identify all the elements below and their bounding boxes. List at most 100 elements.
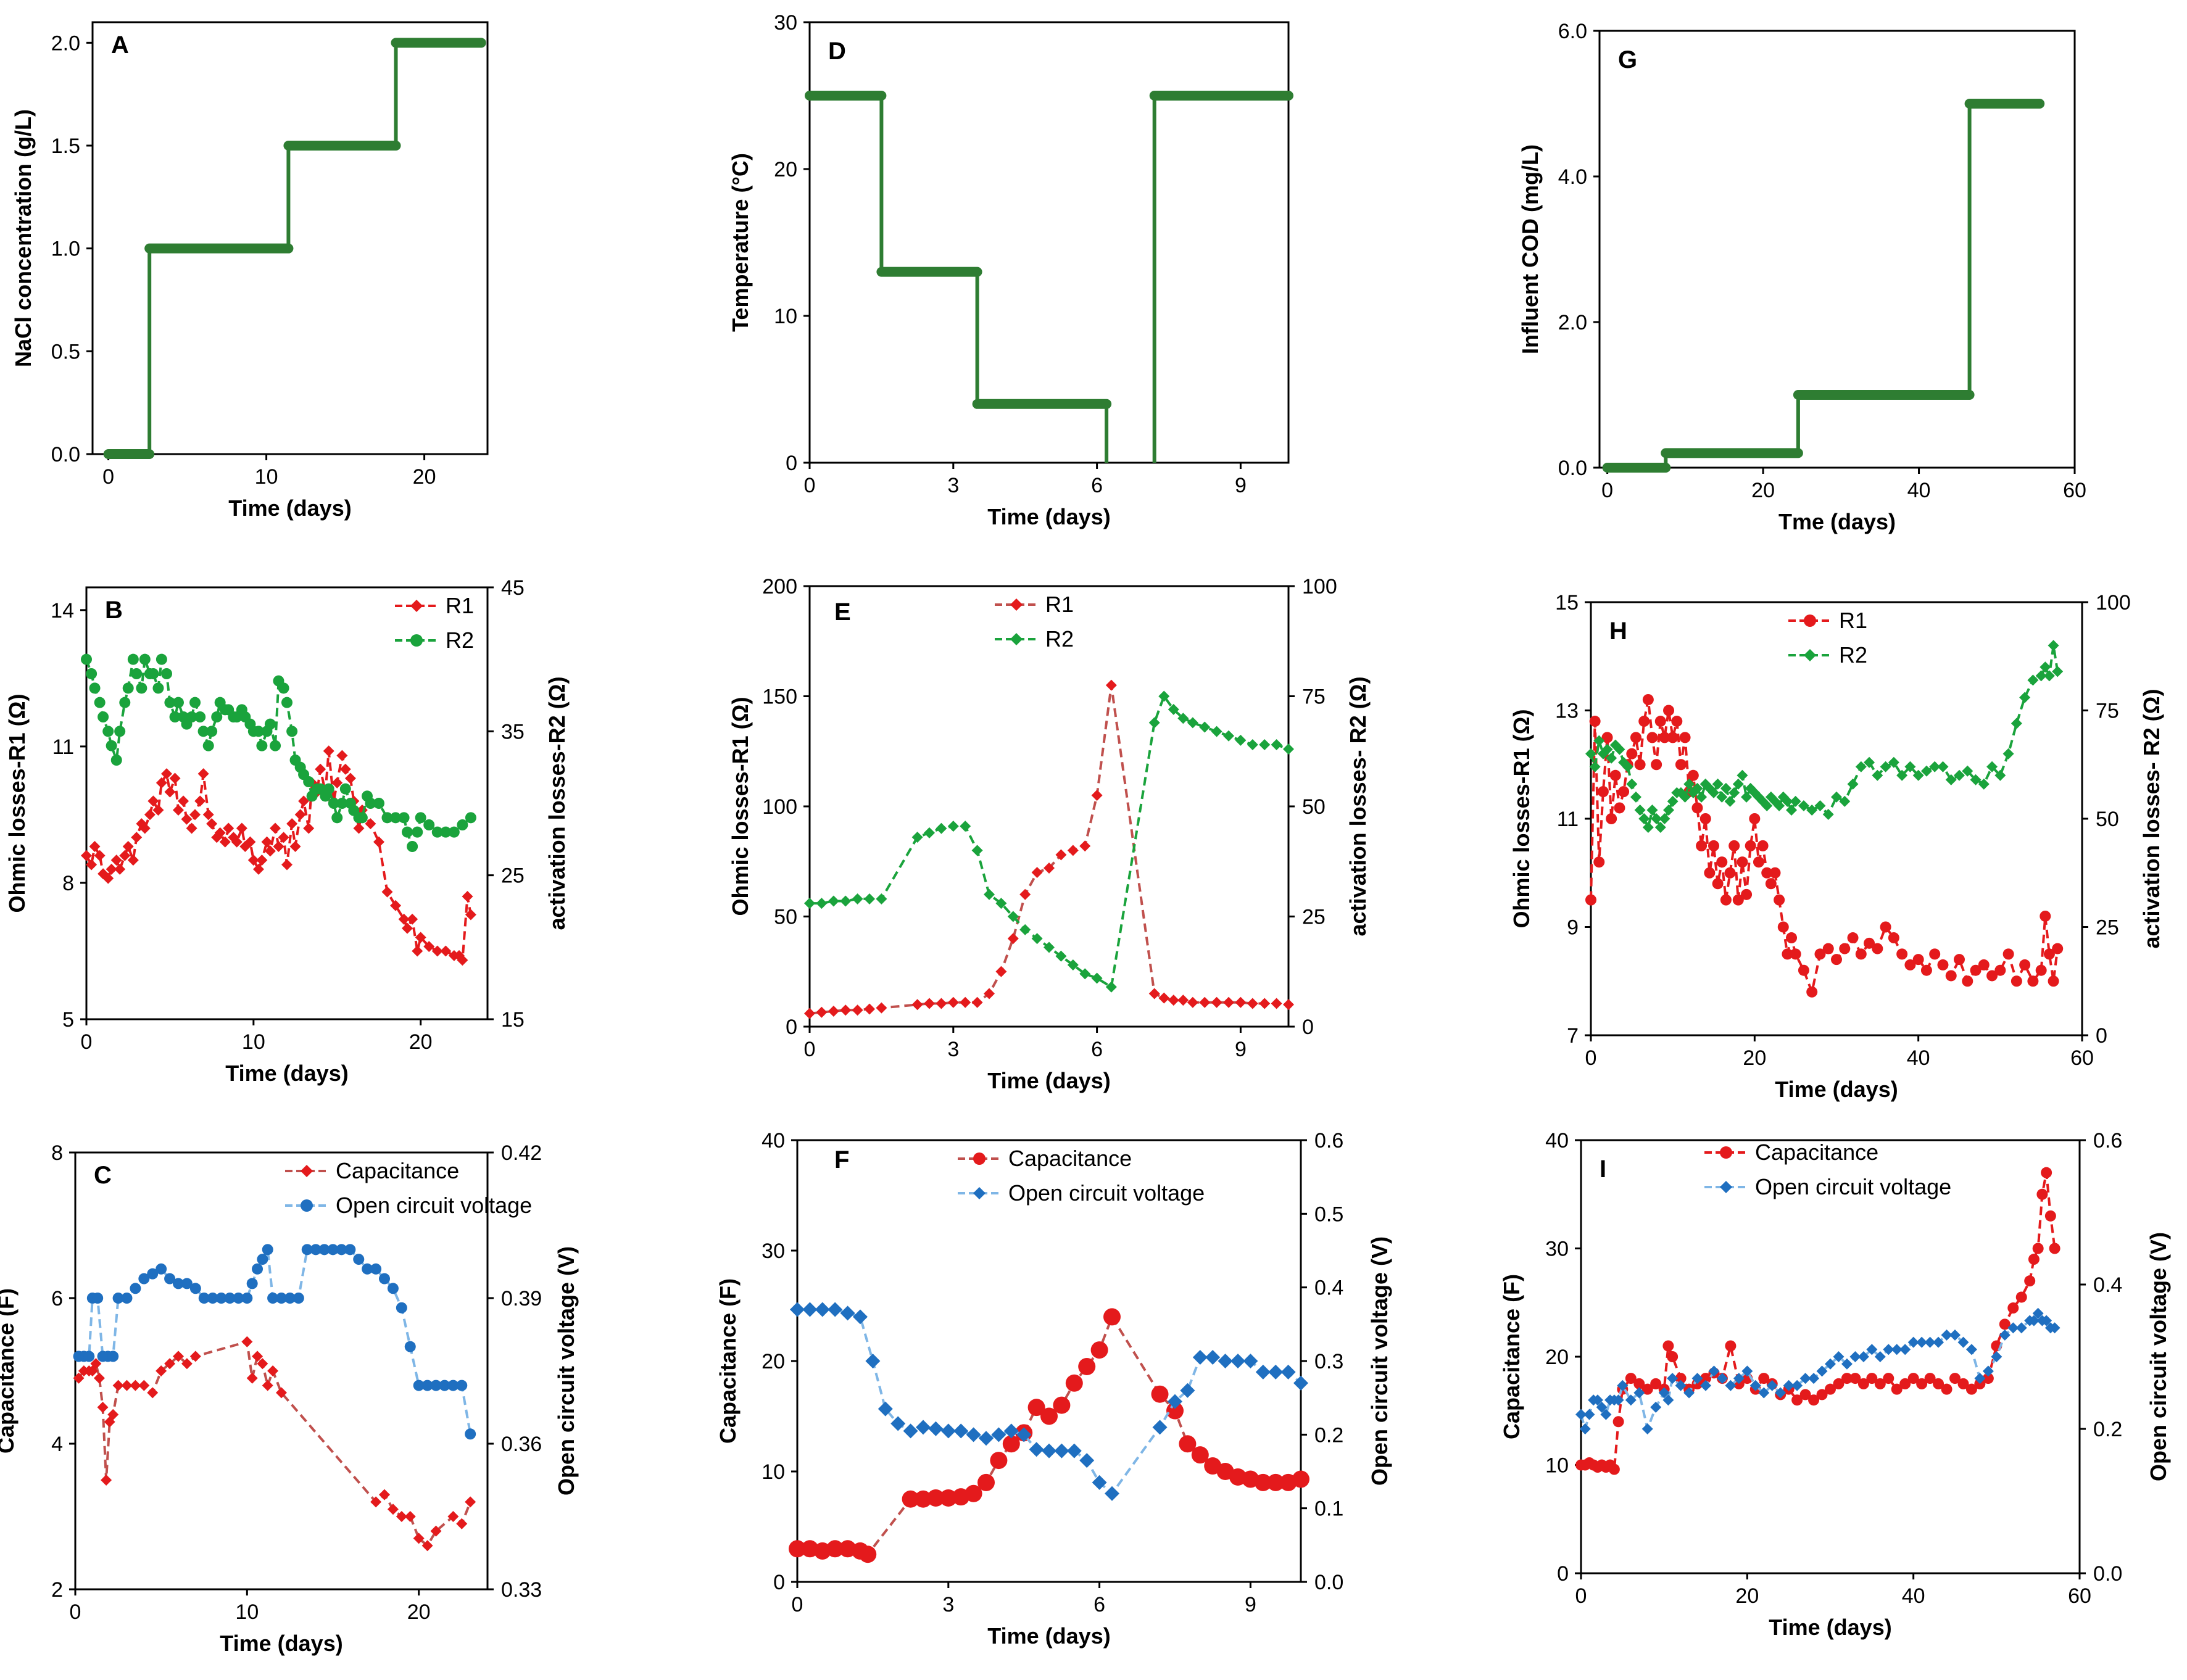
data-point-H-R1: [1704, 867, 1716, 879]
data-point-H-R1: [1585, 894, 1596, 906]
data-point-H-R1: [1749, 813, 1761, 824]
data-point-F-Open circuit voltage: [802, 1302, 818, 1317]
data-point-F-Open circuit voltage: [1218, 1354, 1233, 1368]
y-tick-label: 10: [762, 1460, 785, 1484]
y2-tick-label: 75: [2096, 700, 2119, 723]
data-point-H-R2: [1732, 778, 1744, 790]
y-tick-label: 9: [1567, 916, 1579, 940]
data-point-F-Capacitance: [1027, 1399, 1045, 1417]
y2-tick-label: 100: [2096, 591, 2131, 614]
y-tick-label: 14: [51, 599, 74, 623]
data-point-E-R2: [1199, 721, 1211, 733]
y2-tick-label: 0.0: [2093, 1562, 2122, 1586]
data-point-C-Open circuit voltage: [276, 1293, 287, 1304]
data-point-I-Capacitance: [1833, 1378, 1845, 1389]
data-point-H-R1: [1962, 975, 1973, 987]
data-point-E-R1: [804, 1008, 815, 1019]
data-point-I-Open circuit voltage: [1849, 1351, 1861, 1362]
data-point-H-R2: [1864, 756, 1875, 768]
data-point-C-Open circuit voltage: [439, 1380, 450, 1391]
panel-label-D: D: [828, 38, 846, 65]
data-point-B-R2: [206, 726, 218, 737]
panel-C: 0 10 20 2 4 6 8 0.33 0.36 0.39 0.42 Time (days) Capa…: [0, 1141, 579, 1656]
y-tick-label: 20: [774, 158, 797, 181]
data-point-C-Open circuit voltage: [107, 1351, 119, 1362]
data-point-E-R2: [1187, 717, 1198, 729]
y2-tick-label: 0.2: [1314, 1423, 1343, 1447]
data-point-I-Open circuit voltage: [1841, 1358, 1853, 1370]
data-point-E-R2: [876, 893, 887, 904]
data-point-I-Open circuit voltage: [1575, 1409, 1587, 1420]
legend-swatch-marker: [1720, 1146, 1732, 1159]
y-tick-label: 20: [762, 1350, 785, 1373]
data-point-I-Open circuit voltage: [1633, 1387, 1645, 1399]
panel-A: 0 10 20 0.0 0.5 1.0 1.5 2.0 Time (days) NaCl conc…: [10, 21, 489, 521]
data-point-H-R2: [1634, 804, 1646, 816]
data-point-H-R2: [1654, 822, 1666, 834]
data-point-E-R1: [1067, 845, 1079, 856]
data-point-H-R1: [1896, 948, 1908, 960]
data-point-C-Open circuit voltage: [262, 1244, 273, 1256]
data-point-I-Capacitance: [1883, 1373, 1894, 1384]
data-point-I-Capacitance: [1999, 1318, 2011, 1330]
data-point-B-R1: [281, 859, 293, 871]
data-point-B-R2: [398, 812, 410, 824]
data-point-B-R2: [86, 668, 98, 679]
data-point-I-Capacitance: [1650, 1378, 1662, 1389]
data-point-C-Open circuit voltage: [421, 1380, 433, 1391]
data-point-E-R2: [828, 895, 839, 907]
y2-tick-label: 25: [2096, 916, 2119, 940]
data-point-H-R1: [1912, 954, 1924, 966]
data-point-H-R2: [2040, 661, 2051, 673]
data-point-I-Capacitance: [1957, 1378, 1969, 1389]
data-point-B-R1: [344, 772, 356, 784]
y-axis-label: Capacitance (F): [1499, 1274, 1524, 1439]
data-point-H-R2: [1626, 778, 1638, 790]
data-point-H-R2: [1896, 769, 1908, 781]
data-point-F-Capacitance: [965, 1484, 982, 1502]
y-tick-label: 11: [52, 735, 74, 759]
y-tick-label: 30: [774, 11, 797, 35]
data-point-C-Open circuit voltage: [465, 1428, 476, 1440]
data-point-B-R1: [152, 805, 164, 816]
panel-label-E: E: [834, 598, 851, 626]
data-point-B-R1: [110, 854, 122, 866]
data-point-B-R1: [106, 863, 117, 875]
data-point-H-R1: [1712, 878, 1724, 890]
data-point-E-R1: [911, 999, 923, 1011]
x-tick-label: 0: [792, 1593, 803, 1616]
data-point-H-R2: [1691, 782, 1703, 794]
data-point-I-Capacitance: [1982, 1373, 1994, 1384]
data-point-H-R2: [1855, 761, 1867, 772]
data-point-B-R2: [119, 697, 131, 708]
y2-tick-label: 35: [501, 720, 525, 743]
data-point-B-R2: [256, 740, 268, 751]
data-point-B-R2: [110, 755, 122, 766]
data-point-B-R2: [264, 718, 276, 730]
data-point-C-Open circuit voltage: [387, 1283, 399, 1294]
legend-entry-Capacitance: Capacitance: [1755, 1140, 1878, 1165]
data-point-F-Open circuit voltage: [928, 1421, 944, 1436]
data-point-F-Open circuit voltage: [1168, 1394, 1182, 1409]
data-point-F-Open circuit voltage: [1029, 1442, 1044, 1457]
data-point-E-R2: [816, 898, 828, 909]
data-point-B-R2: [89, 682, 101, 694]
data-point-I-Capacitance: [1857, 1378, 1869, 1389]
data-point-E-R2: [1055, 950, 1067, 962]
data-point-H-R2: [1872, 769, 1883, 781]
data-point-H-R1: [1880, 921, 1891, 933]
data-point-F-Open circuit voltage: [1016, 1427, 1032, 1442]
data-point-H-R2: [2052, 666, 2064, 677]
panel-label-A: A: [111, 31, 129, 59]
data-point-C-Open circuit voltage: [156, 1263, 167, 1275]
data-point-F-Open circuit voltage: [790, 1302, 805, 1317]
y-tick-label: 6: [51, 1287, 63, 1310]
legend-entry-R2: R2: [1839, 642, 1867, 668]
data-point-H-R1: [1724, 867, 1736, 879]
data-point-I-Open circuit voltage: [2028, 1315, 2040, 1326]
data-point-B-R1: [172, 805, 184, 816]
data-point-H-R2: [1831, 791, 1842, 803]
data-point-H-R2: [1880, 761, 1891, 772]
y2-tick-label: 75: [1302, 685, 1326, 709]
data-point-C-Open circuit voltage: [336, 1244, 347, 1256]
